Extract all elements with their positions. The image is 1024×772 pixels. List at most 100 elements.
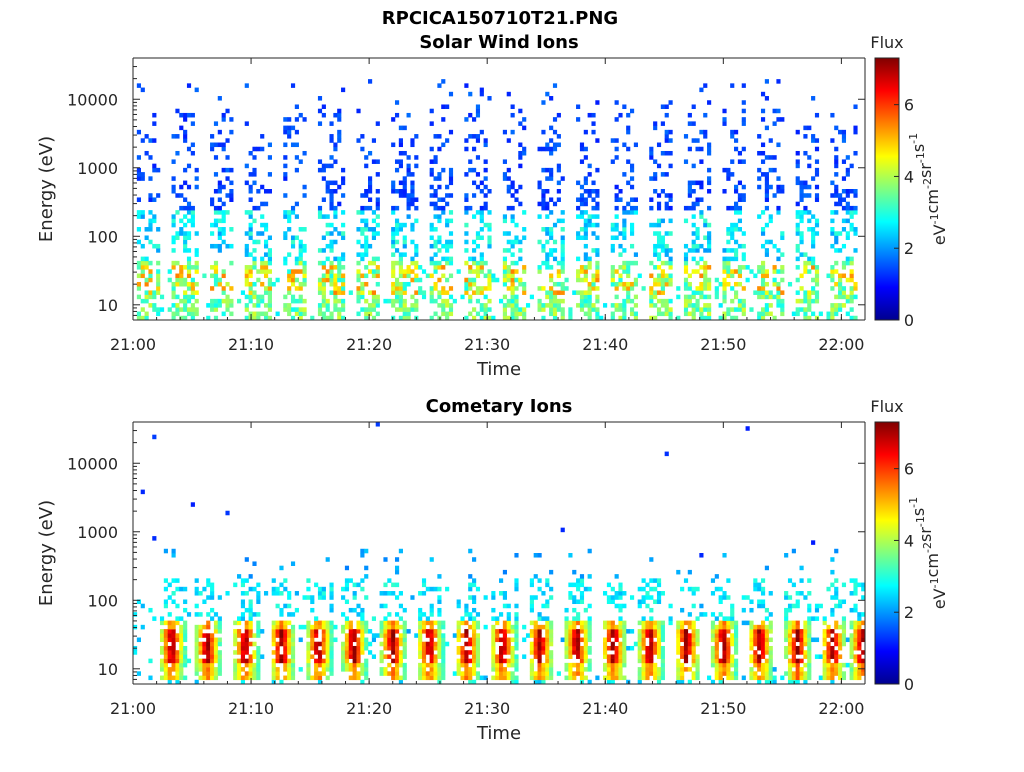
heatmap-cell bbox=[549, 146, 554, 152]
heatmap-cell bbox=[614, 667, 619, 672]
heatmap-cell bbox=[699, 210, 704, 215]
heatmap-cell bbox=[664, 104, 669, 110]
heatmap-cell bbox=[726, 662, 731, 668]
heatmap-cell bbox=[479, 260, 484, 266]
heatmap-cell bbox=[668, 620, 673, 626]
heatmap-cell bbox=[737, 193, 743, 198]
heatmap-cell bbox=[533, 637, 538, 643]
heatmap-cell bbox=[279, 582, 284, 588]
heatmap-cell bbox=[398, 650, 403, 655]
heatmap-cell bbox=[210, 265, 215, 270]
heatmap-cell bbox=[537, 667, 542, 672]
heatmap-cell bbox=[298, 667, 303, 672]
heatmap-cell bbox=[383, 591, 388, 596]
heatmap-cell bbox=[537, 298, 542, 304]
heatmap-cell bbox=[136, 176, 141, 181]
heatmap-cell bbox=[776, 108, 781, 114]
heatmap-cell bbox=[576, 662, 581, 668]
heatmap-cell bbox=[726, 176, 731, 181]
heatmap-cell bbox=[310, 629, 315, 634]
heatmap-cell bbox=[795, 591, 800, 596]
heatmap-cell bbox=[753, 624, 758, 630]
heatmap-cell bbox=[510, 294, 515, 300]
heatmap-cell bbox=[579, 658, 585, 664]
heatmap-cell bbox=[283, 142, 288, 148]
heatmap-cell bbox=[510, 214, 515, 219]
heatmap-cell bbox=[741, 307, 746, 312]
heatmap-cell bbox=[437, 650, 442, 655]
heatmap-cell bbox=[522, 311, 527, 317]
heatmap-cell bbox=[626, 180, 631, 186]
heatmap-cell bbox=[391, 591, 396, 596]
heatmap-cell bbox=[445, 201, 450, 207]
heatmap-cell bbox=[841, 671, 847, 676]
heatmap-cell bbox=[225, 510, 230, 516]
heatmap-cell bbox=[707, 176, 712, 181]
heatmap-cell bbox=[764, 671, 769, 676]
heatmap-cell bbox=[136, 281, 141, 287]
heatmap-cell bbox=[252, 650, 257, 655]
heatmap-cell bbox=[360, 134, 365, 139]
heatmap-cell bbox=[402, 650, 407, 655]
heatmap-cell bbox=[583, 624, 588, 630]
heatmap-cell bbox=[695, 629, 700, 634]
heatmap-cell bbox=[418, 616, 423, 621]
heatmap-cell bbox=[402, 654, 407, 659]
heatmap-cell bbox=[283, 637, 288, 643]
heatmap-cell bbox=[807, 675, 812, 681]
heatmap-cell bbox=[680, 624, 685, 630]
heatmap-cell bbox=[614, 281, 619, 287]
heatmap-cell bbox=[776, 184, 781, 190]
heatmap-cell bbox=[314, 616, 319, 621]
heatmap-cell bbox=[283, 641, 288, 647]
heatmap-cell bbox=[595, 675, 600, 681]
heatmap-cell bbox=[726, 629, 731, 634]
heatmap-cell bbox=[568, 595, 573, 600]
heatmap-cell bbox=[691, 637, 696, 643]
heatmap-cell bbox=[294, 117, 299, 122]
heatmap-cell bbox=[171, 176, 176, 181]
heatmap-cell bbox=[722, 315, 727, 321]
heatmap-cell bbox=[734, 294, 739, 300]
heatmap-cell bbox=[310, 607, 315, 613]
heatmap-cell bbox=[290, 633, 296, 638]
heatmap-cell bbox=[144, 277, 149, 283]
heatmap-cell bbox=[637, 667, 642, 672]
heatmap-cell bbox=[283, 603, 288, 609]
heatmap-cell bbox=[364, 235, 369, 241]
heatmap-cell bbox=[333, 624, 338, 630]
heatmap-cell bbox=[391, 184, 396, 190]
heatmap-cell bbox=[726, 311, 731, 317]
heatmap-cell bbox=[148, 218, 153, 224]
heatmap-cell bbox=[248, 671, 253, 676]
heatmap-cell bbox=[244, 650, 249, 655]
heatmap-cell bbox=[156, 248, 161, 253]
heatmap-cell bbox=[183, 586, 188, 592]
heatmap-cell bbox=[518, 239, 523, 245]
heatmap-cell bbox=[433, 205, 438, 211]
heatmap-cell bbox=[741, 146, 746, 152]
heatmap-cell bbox=[186, 281, 192, 287]
heatmap-cell bbox=[263, 290, 269, 295]
heatmap-cell bbox=[676, 294, 681, 300]
heatmap-cell bbox=[622, 218, 627, 224]
heatmap-cell bbox=[175, 603, 180, 609]
heatmap-cell bbox=[753, 637, 758, 643]
heatmap-cell bbox=[522, 624, 527, 630]
heatmap-cell bbox=[714, 286, 719, 291]
heatmap-cell bbox=[834, 210, 839, 215]
heatmap-cell bbox=[402, 239, 407, 245]
heatmap-cell bbox=[853, 641, 858, 647]
heatmap-cell bbox=[549, 633, 554, 638]
heatmap-cell bbox=[468, 637, 473, 643]
heatmap-cell bbox=[248, 624, 253, 630]
heatmap-cell bbox=[757, 311, 762, 317]
heatmap-cell bbox=[645, 633, 650, 638]
heatmap-cell bbox=[229, 117, 234, 122]
heatmap-cell bbox=[857, 675, 862, 681]
heatmap-cell bbox=[210, 243, 215, 249]
heatmap-cell bbox=[502, 231, 507, 236]
heatmap-cell bbox=[641, 662, 646, 668]
heatmap-cell bbox=[695, 138, 700, 143]
x-axis-label: Time bbox=[476, 359, 521, 380]
